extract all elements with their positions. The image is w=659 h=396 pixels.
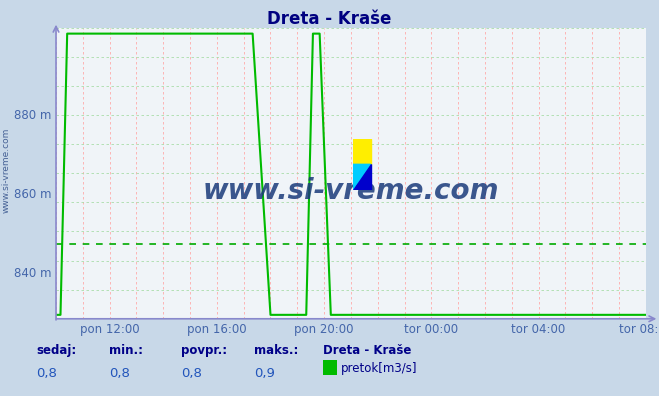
Text: www.si-vreme.com: www.si-vreme.com	[2, 128, 11, 213]
Text: sedaj:: sedaj:	[36, 345, 76, 358]
Polygon shape	[353, 164, 370, 190]
Text: Dreta - Kraše: Dreta - Kraše	[268, 10, 391, 28]
Text: 0,8: 0,8	[36, 367, 57, 380]
Text: pretok[m3/s]: pretok[m3/s]	[341, 362, 417, 375]
Bar	[353, 139, 370, 164]
Polygon shape	[353, 164, 370, 190]
Text: min.:: min.:	[109, 345, 143, 358]
Text: povpr.:: povpr.:	[181, 345, 227, 358]
Text: 0,8: 0,8	[181, 367, 202, 380]
Text: maks.:: maks.:	[254, 345, 298, 358]
Text: 0,9: 0,9	[254, 367, 275, 380]
Text: Dreta - Kraše: Dreta - Kraše	[323, 345, 411, 358]
Text: www.si-vreme.com: www.si-vreme.com	[203, 177, 499, 205]
Text: 0,8: 0,8	[109, 367, 130, 380]
